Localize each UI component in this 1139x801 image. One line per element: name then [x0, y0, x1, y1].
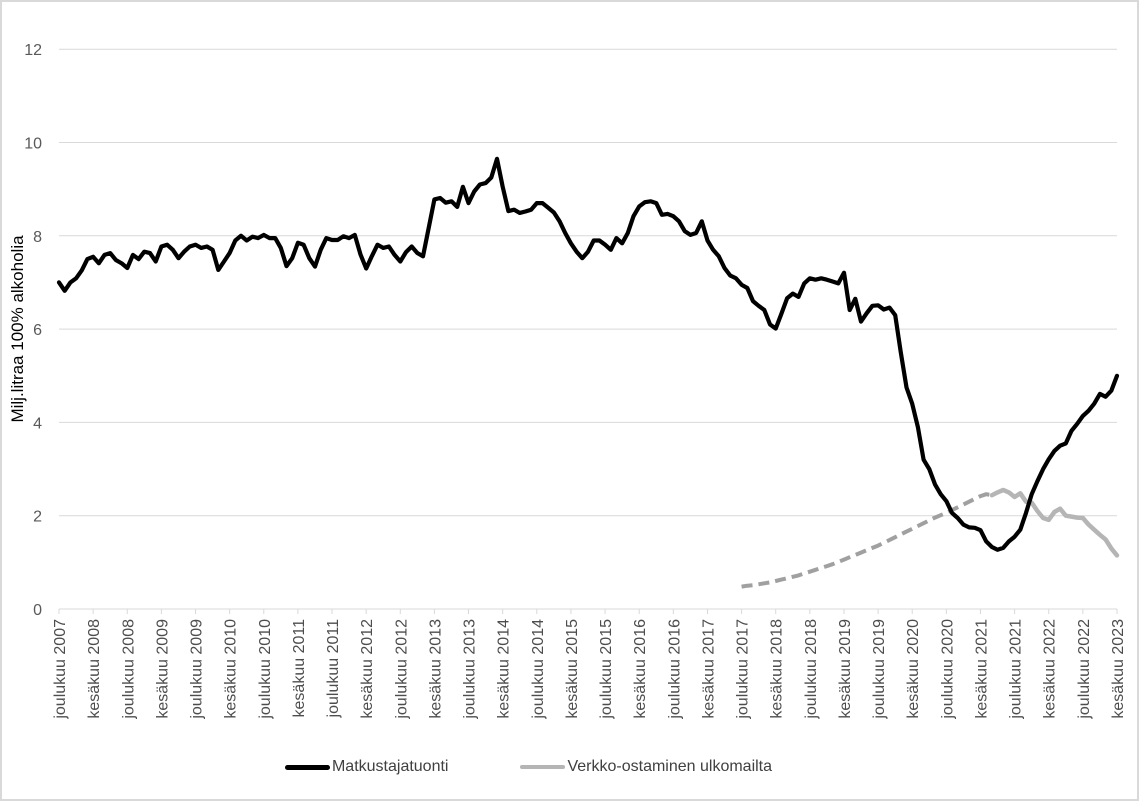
x-tick-label: kesäkuu 2015 [564, 619, 581, 719]
legend-item-matkustajatuonti: Matkustajatuonti [284, 758, 449, 776]
x-tick-label: kesäkuu 2010 [223, 619, 240, 719]
verkko-ostaminen-solid-line [989, 487, 1120, 558]
y-tick-label: 8 [33, 229, 42, 246]
verkko-ostaminen-line-swatch [520, 765, 566, 769]
y-tick-label: 12 [24, 42, 42, 59]
x-tick-label: joulukuu 2020 [939, 619, 956, 720]
chart-legend: Matkustajatuonti Verkko-ostaminen ulkoma… [2, 752, 1096, 782]
y-tick-label: 10 [24, 136, 42, 153]
x-tick-label: kesäkuu 2020 [905, 619, 922, 719]
y-tick-label: 2 [33, 509, 42, 526]
x-tick-label: kesäkuu 2021 [973, 619, 990, 719]
x-tick-label: joulukuu 2012 [393, 619, 410, 720]
verkko-ostaminen-dashed-line [741, 492, 993, 589]
matkustajatuonti-line-swatch [284, 764, 330, 770]
x-tick-label: joulukuu 2014 [530, 619, 547, 720]
x-tick-label: kesäkuu 2008 [86, 619, 103, 719]
x-tick-label: joulukuu 2011 [325, 619, 342, 719]
x-tick-label: kesäkuu 2017 [700, 619, 717, 719]
x-tick-label: joulukuu 2021 [1008, 619, 1025, 720]
x-tick-label: joulukuu 2018 [803, 619, 820, 720]
x-tick-label: joulukuu 2022 [1076, 619, 1093, 720]
x-tick-label: joulukuu 2015 [598, 619, 615, 720]
matkustajatuonti-line [56, 156, 1120, 552]
x-tick-label: kesäkuu 2023 [1110, 619, 1127, 719]
x-tick-label: joulukuu 2016 [666, 619, 683, 720]
x-tick-label: kesäkuu 2022 [1042, 619, 1059, 719]
legend-label-verkko-ostaminen: Verkko-ostaminen ulkomailta [567, 758, 773, 775]
x-tick-label: joulukuu 2009 [189, 619, 206, 720]
legend-item-verkko-ostaminen: Verkko-ostaminen ulkomailta [520, 758, 772, 776]
x-tick-label: kesäkuu 2016 [632, 619, 649, 719]
x-tick-label: joulukuu 2007 [52, 619, 69, 720]
y-tick-label: 6 [33, 322, 42, 339]
y-axis-title: Milj.litraa 100% alkoholia [8, 235, 27, 423]
x-tick-label: kesäkuu 2013 [427, 619, 444, 719]
x-tick-label: kesäkuu 2011 [291, 619, 308, 718]
x-tick-label: kesäkuu 2009 [154, 619, 171, 719]
x-tick-label: joulukuu 2019 [871, 619, 888, 720]
x-tick-label: kesäkuu 2014 [496, 619, 513, 719]
y-tick-label: 0 [33, 602, 42, 619]
x-tick-label: joulukuu 2010 [257, 619, 274, 720]
x-tick-label: kesäkuu 2012 [359, 619, 376, 719]
y-tick-label: 4 [33, 415, 42, 432]
x-tick-label: kesäkuu 2018 [769, 619, 786, 719]
x-tick-label: joulukuu 2013 [462, 619, 479, 720]
legend-label-matkustajatuonti: Matkustajatuonti [331, 758, 449, 775]
x-tick-label: kesäkuu 2019 [837, 619, 854, 719]
x-tick-label: joulukuu 2008 [120, 619, 137, 720]
x-tick-label: joulukuu 2017 [735, 619, 752, 720]
